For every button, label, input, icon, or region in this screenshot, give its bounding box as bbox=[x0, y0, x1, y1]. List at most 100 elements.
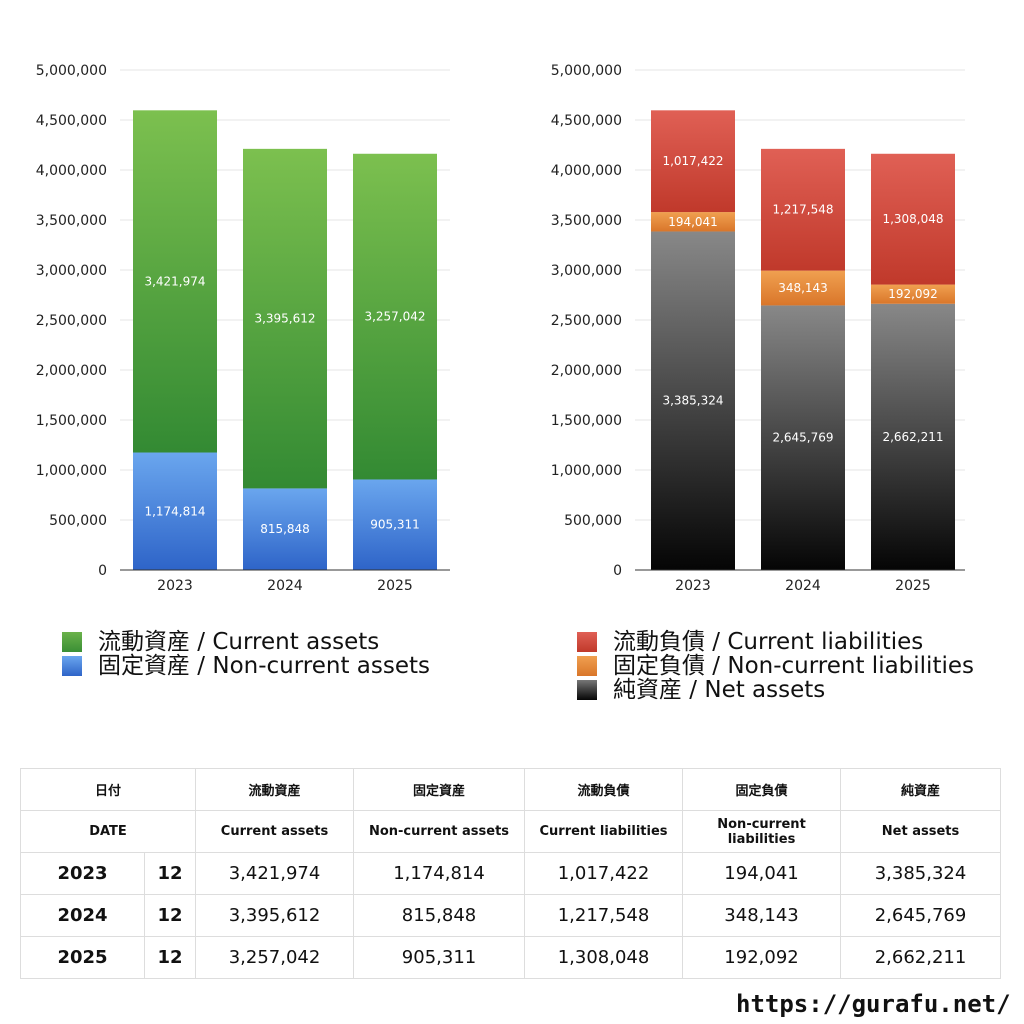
row-year: 2023 bbox=[20, 852, 145, 895]
y-tick-label: 3,000,000 bbox=[551, 263, 622, 279]
legend-label: 流動資産 / Current assets bbox=[98, 629, 380, 655]
cell-net-assets: 2,662,211 bbox=[840, 936, 1002, 979]
legend-label: 流動負債 / Current liabilities bbox=[613, 629, 924, 655]
bar-segment bbox=[651, 110, 735, 213]
y-tick-label: 2,000,000 bbox=[551, 363, 622, 379]
y-tick-label: 4,000,000 bbox=[36, 163, 107, 179]
cell-non-current-assets: 905,311 bbox=[353, 936, 526, 979]
header-net-assets-en: Net assets bbox=[840, 810, 1002, 853]
legend-swatch-net-assets bbox=[577, 680, 597, 700]
y-tick-label: 4,000,000 bbox=[551, 163, 622, 179]
bar-segment bbox=[871, 284, 955, 304]
y-tick-label: 3,000,000 bbox=[36, 263, 107, 279]
y-tick-label: 5,000,000 bbox=[36, 63, 107, 79]
bar-value-label: 194,041 bbox=[668, 215, 718, 229]
bar-segment bbox=[133, 110, 217, 453]
y-tick-label: 0 bbox=[98, 563, 107, 579]
header-current-liabilities-en: Current liabilities bbox=[524, 810, 684, 853]
bar-value-label: 905,311 bbox=[370, 518, 420, 532]
cell-non-current-liabilities: 194,041 bbox=[682, 852, 842, 895]
legend-swatch-non-current-assets bbox=[62, 656, 82, 676]
bar-segment bbox=[871, 153, 955, 285]
y-tick-label: 1,000,000 bbox=[551, 463, 622, 479]
bar-segment bbox=[761, 270, 845, 306]
row-month: 12 bbox=[143, 894, 197, 937]
bar-segment bbox=[353, 153, 437, 480]
header-current-liabilities-jp: 流動負債 bbox=[524, 768, 684, 811]
row-month: 12 bbox=[143, 852, 197, 895]
liabilities-legend: 流動負債 / Current liabilities 固定負債 / Non-cu… bbox=[577, 630, 974, 702]
header-non-current-assets-en: Non-current assets bbox=[353, 810, 526, 853]
header-non-current-liabilities-jp: 固定負債 bbox=[682, 768, 842, 811]
bar-segment bbox=[761, 148, 845, 271]
bar-value-label: 2,662,211 bbox=[882, 430, 943, 444]
y-tick-label: 3,500,000 bbox=[36, 213, 107, 229]
y-tick-label: 2,500,000 bbox=[551, 313, 622, 329]
bar-value-label: 1,308,048 bbox=[882, 212, 943, 226]
legend-item-non-current-assets: 固定資産 / Non-current assets bbox=[62, 654, 430, 678]
cell-current-assets: 3,421,974 bbox=[195, 852, 355, 895]
bar-value-label: 3,421,974 bbox=[144, 274, 205, 288]
site-url[interactable]: https://gurafu.net/ bbox=[736, 990, 1011, 1018]
bar-value-label: 3,257,042 bbox=[364, 310, 425, 324]
bar-value-label: 3,385,324 bbox=[662, 394, 723, 408]
y-tick-label: 1,500,000 bbox=[551, 413, 622, 429]
table-header-en: DATE Current assets Non-current assets C… bbox=[19, 810, 1002, 853]
table-row: 2025 12 3,257,042 905,311 1,308,048 192,… bbox=[20, 936, 1002, 979]
assets-legend: 流動資産 / Current assets 固定資産 / Non-current… bbox=[62, 630, 430, 678]
cell-non-current-liabilities: 192,092 bbox=[682, 936, 842, 979]
row-year: 2024 bbox=[20, 894, 145, 937]
table-row: 2023 12 3,421,974 1,174,814 1,017,422 19… bbox=[20, 852, 1002, 895]
y-tick-label: 0 bbox=[613, 563, 622, 579]
bar-value-label: 348,143 bbox=[778, 281, 828, 295]
cell-current-assets: 3,257,042 bbox=[195, 936, 355, 979]
y-tick-label: 1,500,000 bbox=[36, 413, 107, 429]
bar-segment bbox=[871, 303, 955, 570]
cell-current-liabilities: 1,308,048 bbox=[524, 936, 684, 979]
y-tick-label: 3,500,000 bbox=[551, 213, 622, 229]
cell-current-assets: 3,395,612 bbox=[195, 894, 355, 937]
x-tick-label: 2024 bbox=[785, 578, 821, 594]
bar-value-label: 1,217,548 bbox=[772, 203, 833, 217]
table-header-jp: 日付 流動資産 固定資産 流動負債 固定負債 純資産 bbox=[19, 768, 1002, 811]
bar-value-label: 2,645,769 bbox=[772, 431, 833, 445]
header-current-assets-en: Current assets bbox=[195, 810, 355, 853]
legend-label: 純資産 / Net assets bbox=[613, 677, 826, 703]
legend-item-non-current-liabilities: 固定負債 / Non-current liabilities bbox=[577, 654, 974, 678]
y-tick-label: 4,500,000 bbox=[551, 113, 622, 129]
y-tick-label: 5,000,000 bbox=[551, 63, 622, 79]
y-tick-label: 500,000 bbox=[564, 513, 622, 529]
cell-net-assets: 3,385,324 bbox=[840, 852, 1002, 895]
bar-segment bbox=[243, 148, 327, 489]
financial-table: 日付 流動資産 固定資産 流動負債 固定負債 純資産 DATE Current … bbox=[19, 768, 1002, 979]
cell-current-liabilities: 1,017,422 bbox=[524, 852, 684, 895]
table-row: 2024 12 3,395,612 815,848 1,217,548 348,… bbox=[20, 894, 1002, 937]
cell-current-liabilities: 1,217,548 bbox=[524, 894, 684, 937]
legend-label: 固定資産 / Non-current assets bbox=[98, 653, 431, 679]
header-non-current-liabilities-en: Non-current liabilities bbox=[682, 810, 842, 853]
bar-value-label: 192,092 bbox=[888, 287, 938, 301]
legend-swatch-current-assets bbox=[62, 632, 82, 652]
x-tick-label: 2023 bbox=[157, 578, 193, 594]
cell-non-current-assets: 815,848 bbox=[353, 894, 526, 937]
bar-segment bbox=[243, 488, 327, 570]
row-month: 12 bbox=[143, 936, 197, 979]
x-tick-label: 2023 bbox=[675, 578, 711, 594]
legend-item-current-liabilities: 流動負債 / Current liabilities bbox=[577, 630, 974, 654]
row-year: 2025 bbox=[20, 936, 145, 979]
bar-value-label: 3,395,612 bbox=[254, 312, 315, 326]
bar-segment bbox=[651, 212, 735, 232]
y-tick-label: 500,000 bbox=[49, 513, 107, 529]
charts-canvas: 0 500,000 1,000,000 1,500,000 2,000,000 2,500… bbox=[36, 63, 965, 594]
legend-item-current-assets: 流動資産 / Current assets bbox=[62, 630, 430, 654]
header-date-jp: 日付 bbox=[19, 768, 197, 811]
bar-segment bbox=[651, 231, 735, 571]
y-tick-label: 2,500,000 bbox=[36, 313, 107, 329]
header-net-assets-jp: 純資産 bbox=[840, 768, 1002, 811]
y-tick-label: 1,000,000 bbox=[36, 463, 107, 479]
y-tick-label: 2,000,000 bbox=[36, 363, 107, 379]
legend-swatch-non-current-liabilities bbox=[577, 656, 597, 676]
liabilities-net-assets-chart: 0 500,000 1,000,000 1,500,000 2,000,000 2,500… bbox=[551, 63, 965, 594]
bar-segment bbox=[353, 479, 437, 570]
header-date-en: DATE bbox=[19, 810, 197, 853]
